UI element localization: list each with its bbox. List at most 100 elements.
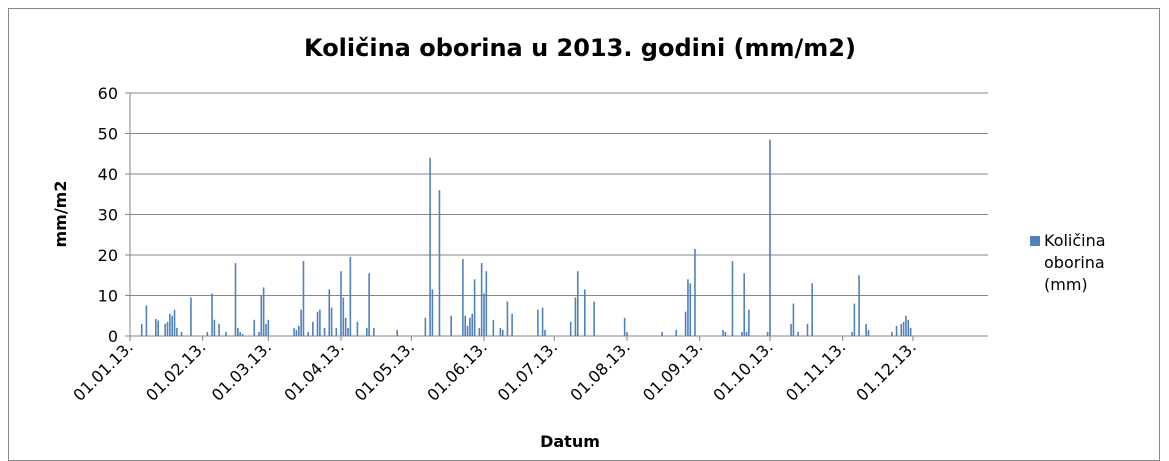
legend: Količina oborina (mm) xyxy=(1030,230,1120,296)
bar xyxy=(438,190,441,336)
bar xyxy=(335,327,338,336)
bar xyxy=(211,293,213,336)
bar xyxy=(766,331,769,336)
bar xyxy=(790,323,792,336)
bar xyxy=(225,331,227,336)
bar xyxy=(260,295,263,336)
bar xyxy=(576,271,579,336)
bar xyxy=(396,329,399,336)
bar xyxy=(583,289,586,336)
bar xyxy=(234,263,237,336)
bar xyxy=(166,321,169,336)
bar xyxy=(176,327,178,336)
bar xyxy=(206,331,209,336)
bar xyxy=(349,257,352,336)
bar xyxy=(464,315,467,336)
bar xyxy=(853,303,856,336)
bar xyxy=(265,323,267,336)
bar xyxy=(140,323,143,336)
y-tick-label: 20 xyxy=(98,246,118,265)
bar xyxy=(373,327,375,336)
bar xyxy=(323,327,326,336)
y-axis-label: mm/m2 xyxy=(51,181,70,248)
bar xyxy=(429,157,431,336)
bar xyxy=(173,309,176,336)
bar xyxy=(237,327,239,336)
bar xyxy=(851,331,853,336)
x-tick-label: 01.05.13. xyxy=(351,337,418,404)
bar xyxy=(471,313,474,336)
bar xyxy=(909,327,912,336)
bar xyxy=(865,323,867,336)
x-tick-label: 01.12.13. xyxy=(852,337,919,404)
x-tick-label: 01.07.13. xyxy=(494,337,561,404)
bar xyxy=(541,307,544,336)
bar xyxy=(424,317,427,336)
bar xyxy=(905,315,907,336)
bar xyxy=(501,329,504,336)
bar xyxy=(312,321,314,336)
bar xyxy=(858,275,860,336)
x-tick-label: 01.04.13. xyxy=(280,337,347,404)
bar xyxy=(694,248,696,336)
bar xyxy=(867,329,870,336)
bar xyxy=(511,313,513,336)
bar xyxy=(480,263,483,336)
bar xyxy=(574,297,577,336)
bar xyxy=(300,309,302,336)
legend-swatch xyxy=(1030,236,1040,246)
bar xyxy=(722,329,724,336)
bar xyxy=(462,259,464,336)
bar xyxy=(218,323,220,336)
bar xyxy=(623,317,626,336)
x-tick-label: 01.02.13. xyxy=(142,337,209,404)
bar xyxy=(267,319,270,336)
bar xyxy=(687,279,689,336)
bar xyxy=(368,273,370,336)
bar xyxy=(469,317,471,336)
x-tick-label: 01.03.13. xyxy=(208,337,275,404)
x-tick-label: 01.06.13. xyxy=(423,337,490,404)
bar xyxy=(891,331,893,336)
x-tick-label: 01.08.13. xyxy=(566,337,633,404)
y-tick-label: 40 xyxy=(98,165,118,184)
y-tick-label: 50 xyxy=(98,125,118,144)
bar xyxy=(145,305,148,336)
bar xyxy=(902,321,905,336)
bar xyxy=(340,271,342,336)
bar xyxy=(485,271,488,336)
x-tick-label: 01.10.13. xyxy=(709,337,776,404)
bar xyxy=(293,327,295,336)
bar xyxy=(319,309,321,336)
bar xyxy=(253,319,256,336)
bar xyxy=(466,325,469,336)
bar xyxy=(302,261,305,336)
y-tick-label: 10 xyxy=(98,287,118,306)
bar xyxy=(569,321,572,336)
bar xyxy=(745,331,748,336)
bar xyxy=(180,331,183,336)
bar xyxy=(907,319,910,336)
bar xyxy=(190,297,192,336)
bar xyxy=(347,327,349,336)
bar xyxy=(328,289,331,336)
bar xyxy=(675,329,678,336)
bar xyxy=(895,325,898,336)
y-tick-label: 30 xyxy=(98,206,118,225)
bar xyxy=(748,309,750,336)
bar xyxy=(473,279,476,336)
bar xyxy=(258,331,260,336)
bar xyxy=(342,297,345,336)
bar xyxy=(295,329,298,336)
bar xyxy=(316,311,319,336)
legend-label: Količina oborina (mm) xyxy=(1044,231,1106,294)
bar xyxy=(330,307,333,336)
x-tick-label: 01.09.13. xyxy=(639,337,706,404)
bar xyxy=(689,283,692,336)
bar xyxy=(684,311,687,336)
bar xyxy=(239,331,241,336)
bar xyxy=(344,317,347,336)
bar xyxy=(743,273,745,336)
bar xyxy=(262,287,265,336)
